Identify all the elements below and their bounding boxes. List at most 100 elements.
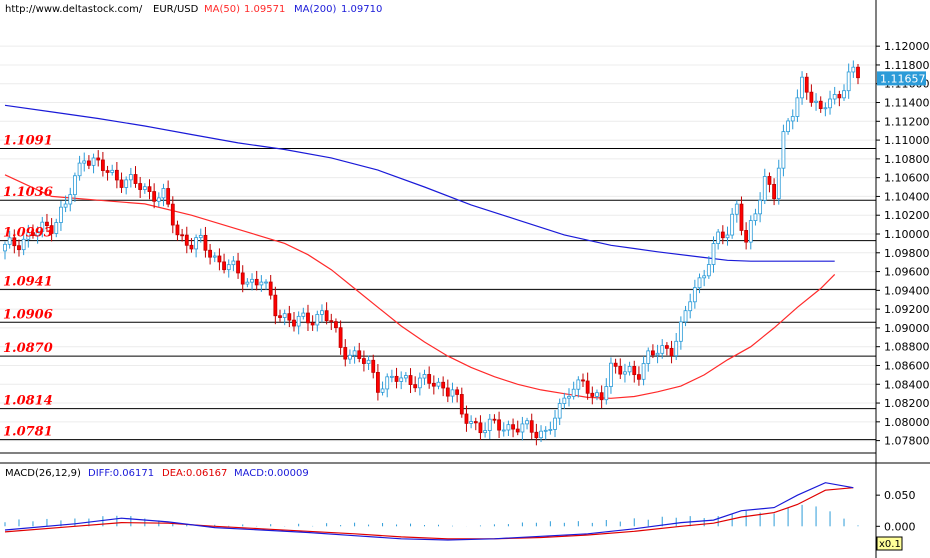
last-price-label: 1.11657 — [880, 72, 926, 85]
candle-down — [651, 344, 655, 359]
candle-up — [571, 381, 576, 400]
candle-down — [772, 178, 776, 206]
price-axis: 1.120001.118001.116001.114001.112001.110… — [876, 40, 930, 448]
candle-down — [170, 196, 175, 234]
candle-down — [534, 423, 539, 446]
candle-down — [394, 367, 399, 389]
candle-up — [520, 416, 525, 441]
ma200-label: MA(200) — [294, 4, 336, 15]
candle-up — [487, 414, 492, 440]
candle-up — [296, 311, 301, 335]
candle-up — [389, 369, 394, 383]
candle-down — [147, 179, 152, 200]
candle-down — [343, 339, 348, 367]
candle-up — [352, 346, 357, 364]
candle-down — [240, 265, 245, 293]
candle-down — [375, 364, 380, 401]
macd-diff-line — [4, 482, 854, 541]
candle-up — [762, 168, 767, 204]
support-resistance-levels — [0, 148, 876, 441]
candle-up — [814, 93, 818, 111]
candle-up — [543, 426, 548, 440]
candle-up — [212, 252, 217, 263]
candle-up — [683, 305, 688, 327]
candle-down — [473, 417, 478, 431]
candle-up — [91, 153, 96, 174]
level-label: 1.1036 — [3, 185, 53, 200]
price-tick-label: 1.10200 — [884, 209, 930, 222]
candle-up — [506, 420, 511, 436]
macd-multiplier-box — [876, 536, 903, 551]
level-label: 1.0941 — [3, 274, 53, 289]
candle-up — [776, 159, 781, 205]
candle-down — [511, 418, 515, 438]
candle-up — [846, 63, 851, 99]
header-url[interactable]: http://www.deltastock.com/ — [5, 4, 143, 15]
candle-down — [287, 305, 292, 328]
candle-down — [119, 172, 124, 193]
price-tick-label: 1.08200 — [884, 397, 930, 410]
candle-down — [408, 368, 413, 394]
candle-up — [660, 339, 665, 359]
candle-down — [431, 375, 436, 395]
candle-down — [217, 248, 222, 271]
candle-up — [156, 192, 161, 207]
candle-down — [856, 63, 860, 85]
candle-up — [54, 218, 59, 238]
ma200-line — [4, 104, 835, 262]
candle-up — [403, 372, 408, 383]
price-tick-label: 1.10400 — [884, 190, 930, 203]
candle-up — [697, 273, 702, 294]
candle-up — [748, 215, 753, 250]
candle-up — [385, 373, 390, 398]
candle-up — [753, 208, 758, 226]
price-tick-label: 1.10600 — [884, 172, 930, 185]
candle-up — [82, 152, 87, 172]
candle-up — [282, 309, 287, 326]
candle-down — [45, 213, 49, 233]
candle-up — [730, 207, 735, 239]
candle-down — [497, 411, 501, 439]
candle-down — [203, 226, 208, 258]
price-tick-label: 1.10000 — [884, 228, 930, 241]
candle-up — [483, 422, 488, 438]
candle-down — [180, 228, 185, 242]
candle-down — [208, 243, 212, 265]
candle-up — [692, 279, 697, 309]
macd-value-label: MACD:0.00009 — [234, 468, 309, 479]
candle-up — [609, 357, 613, 394]
price-grid — [0, 45, 876, 442]
candle-down — [632, 360, 637, 383]
candle-up — [450, 382, 455, 403]
candle-up — [604, 378, 609, 405]
candle-up — [264, 279, 268, 290]
candle-down — [581, 373, 585, 387]
ma200-value: 1.09710 — [341, 4, 382, 15]
candle-up — [641, 356, 646, 386]
candle-up — [567, 388, 571, 407]
candle-up — [245, 278, 250, 288]
candle-up — [553, 410, 557, 438]
candle-down — [105, 165, 110, 181]
candle-down — [166, 180, 171, 208]
ma50-value: 1.09571 — [244, 4, 285, 15]
ma50-path — [4, 174, 836, 399]
candle-up — [595, 389, 599, 401]
candle-up — [142, 183, 147, 194]
candle-up — [77, 155, 82, 181]
candle-down — [175, 220, 180, 241]
candle-down — [427, 366, 432, 389]
candle-up — [646, 347, 651, 372]
candle-up — [525, 417, 529, 430]
candle-down — [31, 224, 35, 239]
candle-down — [362, 350, 366, 372]
candle-up — [688, 293, 693, 319]
candle-up — [790, 109, 795, 130]
level-label: 1.0870 — [3, 341, 53, 356]
candle-up — [655, 344, 660, 364]
candle-up — [627, 361, 632, 376]
candle-up — [828, 90, 832, 115]
candle-up — [315, 310, 320, 332]
candle-down — [100, 151, 105, 177]
candle-up — [548, 421, 553, 435]
